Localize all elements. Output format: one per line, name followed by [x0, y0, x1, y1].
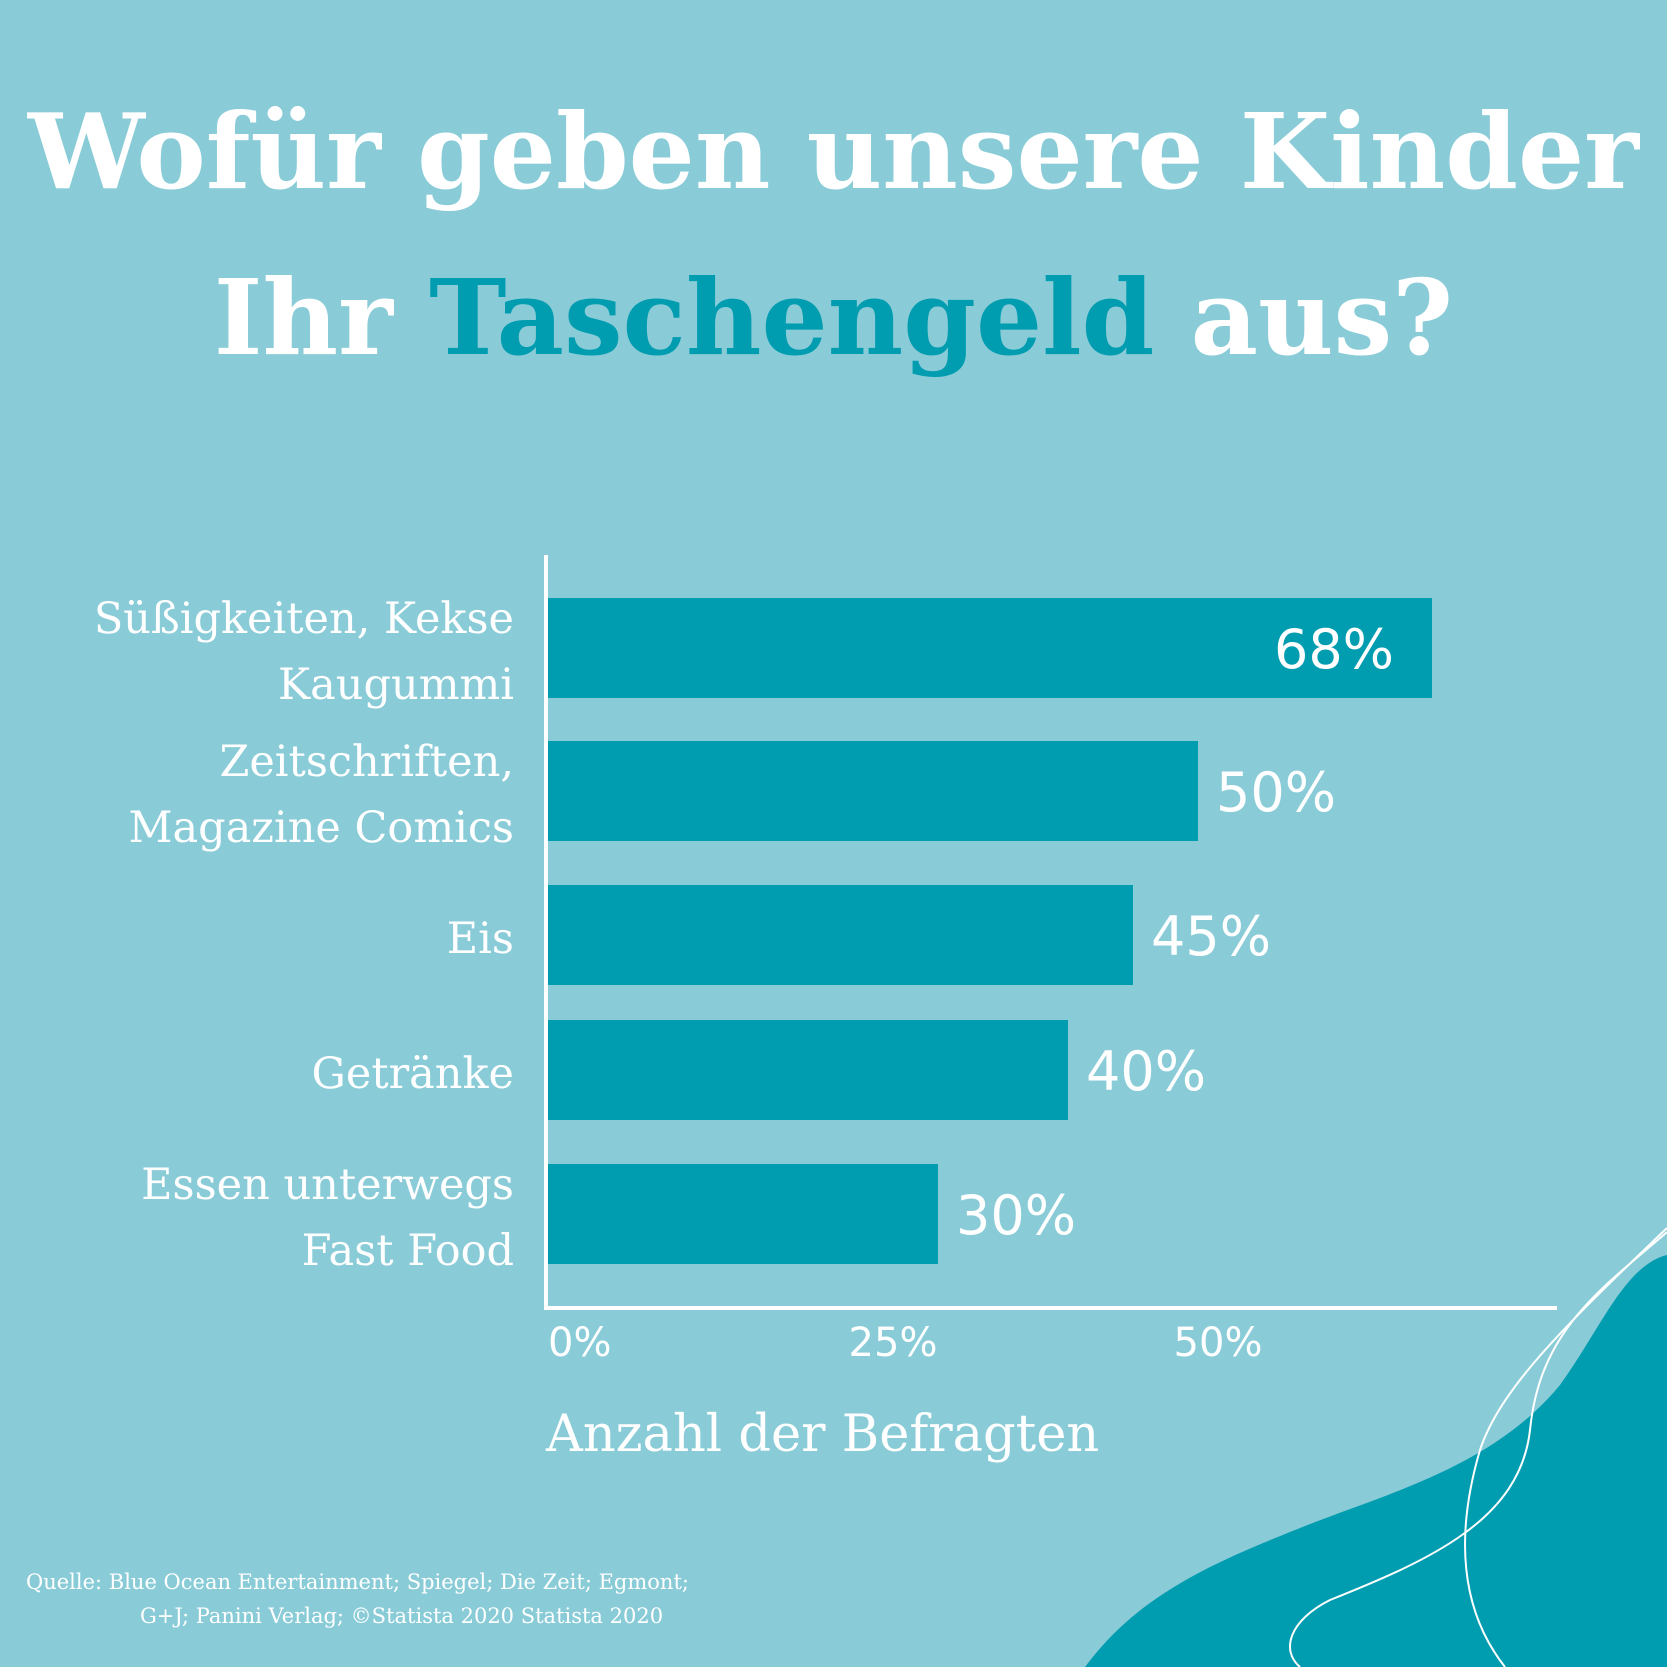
bar: [548, 885, 1133, 985]
wave-line: [1464, 1227, 1667, 1667]
bar: [548, 1164, 938, 1264]
category-label: Fast Food: [302, 1226, 514, 1276]
title-highlight: Taschengeld: [429, 256, 1155, 379]
bar: [548, 598, 1432, 698]
bar: [548, 1020, 1068, 1120]
source-line-1: Quelle: Blue Ocean Entertainment; Spiege…: [26, 1570, 689, 1594]
bar: [548, 741, 1198, 841]
title-text-before: Ihr: [213, 256, 430, 379]
category-label: Zeitschriften,: [219, 737, 514, 787]
category-label: Magazine Comics: [128, 803, 514, 853]
bar-value-label: 40%: [1086, 1040, 1206, 1103]
x-tick-label: 0%: [548, 1320, 611, 1366]
bar-value-label: 68%: [1274, 618, 1394, 681]
category-label: Süßigkeiten, Kekse: [94, 594, 514, 644]
category-label: Eis: [447, 914, 514, 964]
category-label: Getränke: [312, 1049, 514, 1099]
title-line-1: Wofür geben unsere Kinder: [28, 90, 1639, 213]
bar-value-label: 30%: [956, 1184, 1076, 1247]
wave-line: [1289, 1231, 1667, 1667]
category-label: Essen unterwegs: [141, 1160, 514, 1210]
bar-value-label: 50%: [1216, 761, 1336, 824]
source-line-2: G+J; Panini Verlag; ©Statista 2020 Stati…: [140, 1604, 664, 1628]
title-text-after: aus?: [1154, 256, 1454, 379]
bar-value-label: 45%: [1151, 905, 1271, 968]
x-axis-title: Anzahl der Befragten: [545, 1405, 1099, 1464]
title-line-2: Ihr Taschengeld aus?: [0, 258, 1667, 378]
wave-shape: [1085, 1255, 1667, 1667]
x-tick-label: 50%: [1174, 1320, 1263, 1366]
x-tick-label: 25%: [849, 1320, 938, 1366]
category-label: Kaugummi: [278, 660, 514, 710]
